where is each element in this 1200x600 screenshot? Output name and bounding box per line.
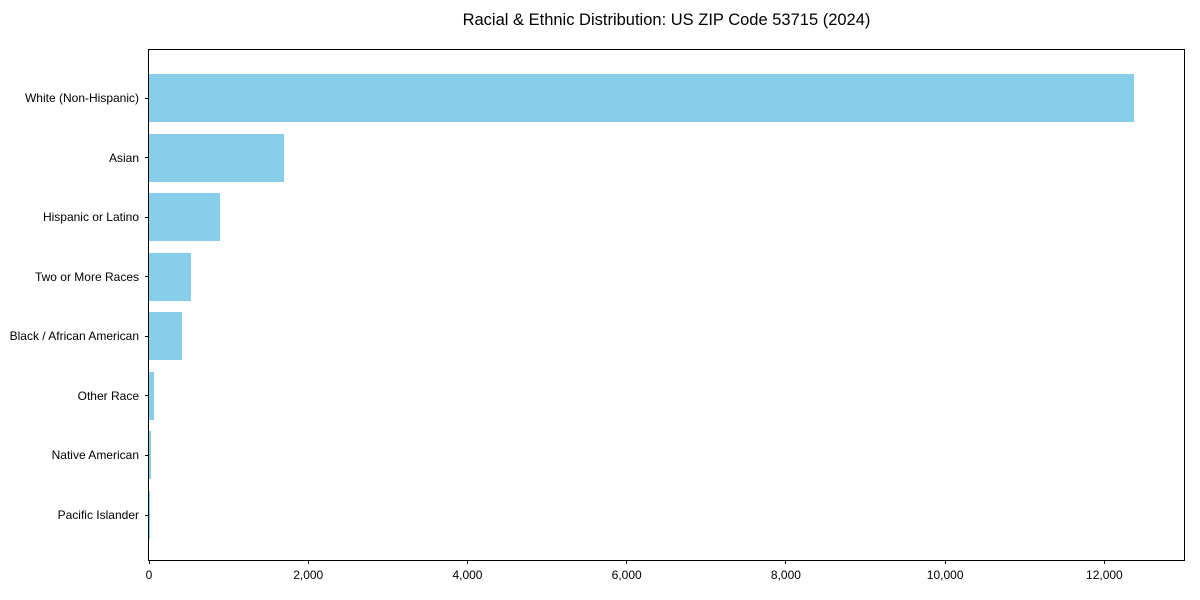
y-tick-label: Other Race [77,388,139,403]
x-tick-label: 10,000 [926,568,964,582]
x-tick-label: 8,000 [770,568,801,582]
y-tick-label: Black / African American [9,329,139,344]
bar [149,133,285,182]
chart-title: Racial & Ethnic Distribution: US ZIP Cod… [462,11,871,29]
x-tick-mark [944,560,946,564]
x-tick-label: 6,000 [611,568,642,582]
x-tick-label: 2,000 [293,568,324,582]
y-tick-mark [145,97,149,99]
y-tick-mark [145,454,149,456]
y-tick-mark [145,276,149,278]
x-tick-label: 12,000 [1086,568,1123,582]
x-tick-mark [466,560,468,564]
bar [149,74,1134,122]
y-tick-mark [145,216,149,218]
y-tick-label: Hispanic or Latino [42,210,139,225]
x-tick-mark [785,560,787,564]
y-tick-mark [145,335,149,337]
x-tick-mark [1103,560,1105,564]
y-tick-label: Asian [108,150,139,165]
y-tick-label: Native American [51,448,139,463]
bar [149,252,192,301]
y-tick-label: Pacific Islander [57,508,139,522]
x-tick-label: 0 [145,568,153,582]
bar [149,193,220,242]
bar [149,312,183,361]
y-tick-mark [145,157,149,159]
y-tick-label: Two or More Races [34,269,139,284]
bar [149,371,154,420]
x-tick-mark [307,560,309,564]
x-tick-label: 4,000 [452,568,483,582]
y-tick-mark [145,514,149,516]
plot-area: White (Non-Hispanic) Asian Hispanic or Lat… [10,49,1185,582]
y-tick-label: White (Non-Hispanic) [24,91,139,105]
x-tick-mark [626,560,628,564]
y-tick-mark [145,395,149,397]
bar [149,431,151,480]
x-tick-mark [148,560,150,564]
